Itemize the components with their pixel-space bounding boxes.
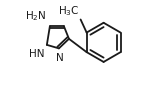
Text: N: N xyxy=(56,53,63,63)
Text: H$_3$C: H$_3$C xyxy=(58,5,80,19)
Text: H$_2$N: H$_2$N xyxy=(25,9,47,23)
Text: HN: HN xyxy=(29,49,44,59)
